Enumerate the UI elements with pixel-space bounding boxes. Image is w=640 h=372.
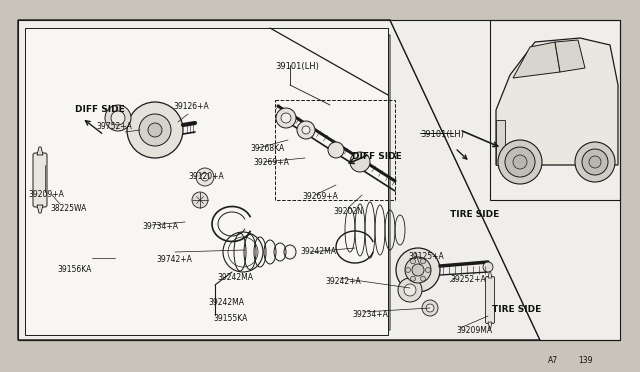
Circle shape: [483, 262, 493, 272]
Polygon shape: [37, 147, 43, 155]
Circle shape: [422, 300, 438, 316]
Circle shape: [148, 123, 162, 137]
Circle shape: [420, 276, 426, 281]
Polygon shape: [28, 35, 390, 330]
Polygon shape: [37, 205, 43, 213]
Circle shape: [589, 156, 601, 168]
Text: DIFF SIDE: DIFF SIDE: [352, 152, 402, 161]
Text: 39252+A: 39252+A: [450, 275, 486, 284]
Text: 39202N: 39202N: [333, 207, 363, 216]
Circle shape: [196, 168, 214, 186]
Circle shape: [498, 140, 542, 184]
Text: TIRE SIDE: TIRE SIDE: [492, 305, 541, 314]
Text: 39120+A: 39120+A: [188, 172, 224, 181]
Text: 139: 139: [578, 356, 593, 365]
Polygon shape: [390, 20, 620, 340]
Circle shape: [513, 155, 527, 169]
Circle shape: [328, 142, 344, 158]
Circle shape: [406, 267, 410, 273]
Circle shape: [412, 264, 424, 276]
Text: 39242+A: 39242+A: [325, 277, 361, 286]
Circle shape: [302, 126, 310, 134]
Polygon shape: [18, 20, 540, 340]
Text: 39268KA: 39268KA: [250, 144, 284, 153]
Circle shape: [404, 284, 416, 296]
Circle shape: [398, 278, 422, 302]
Text: A7: A7: [548, 356, 558, 365]
Circle shape: [410, 276, 415, 281]
Circle shape: [582, 149, 608, 175]
Circle shape: [276, 108, 296, 128]
Circle shape: [105, 105, 131, 131]
Text: 39242MA: 39242MA: [217, 273, 253, 282]
Text: 39752+A: 39752+A: [96, 122, 132, 131]
Circle shape: [575, 142, 615, 182]
Circle shape: [426, 304, 434, 312]
Circle shape: [281, 113, 291, 123]
Text: 39234+A: 39234+A: [352, 310, 388, 319]
Circle shape: [201, 173, 209, 181]
Polygon shape: [490, 20, 620, 200]
Polygon shape: [496, 120, 505, 165]
Text: 39242MA: 39242MA: [208, 298, 244, 307]
Circle shape: [420, 259, 426, 264]
Circle shape: [111, 111, 125, 125]
Circle shape: [410, 259, 415, 264]
Circle shape: [139, 114, 171, 146]
Text: 39269+A: 39269+A: [302, 192, 338, 201]
Polygon shape: [496, 38, 618, 165]
Circle shape: [350, 152, 370, 172]
Circle shape: [405, 257, 431, 283]
Polygon shape: [555, 40, 585, 72]
Polygon shape: [25, 28, 388, 335]
Circle shape: [505, 147, 535, 177]
Text: 38225WA: 38225WA: [50, 204, 86, 213]
Text: 39155KA: 39155KA: [213, 314, 248, 323]
Text: 39209+A: 39209+A: [28, 190, 64, 199]
FancyBboxPatch shape: [486, 276, 495, 324]
Circle shape: [127, 102, 183, 158]
FancyBboxPatch shape: [33, 153, 47, 207]
Text: 39101(LH): 39101(LH): [420, 130, 464, 139]
Circle shape: [297, 121, 315, 139]
Text: TIRE SIDE: TIRE SIDE: [450, 210, 499, 219]
Text: 39126+A: 39126+A: [173, 102, 209, 111]
Polygon shape: [488, 271, 492, 278]
Polygon shape: [488, 322, 492, 329]
Circle shape: [426, 267, 431, 273]
Text: DIFF SIDE: DIFF SIDE: [75, 105, 125, 114]
Polygon shape: [513, 42, 560, 78]
Text: 39209MA: 39209MA: [456, 326, 492, 335]
Text: 39125+A: 39125+A: [408, 252, 444, 261]
Text: 39742+A: 39742+A: [156, 255, 192, 264]
Text: 39156KA: 39156KA: [57, 265, 92, 274]
Circle shape: [192, 192, 208, 208]
Text: 39269+A: 39269+A: [253, 158, 289, 167]
Text: 39101(LH): 39101(LH): [275, 62, 319, 71]
Text: 39242MA: 39242MA: [300, 247, 336, 256]
Circle shape: [396, 248, 440, 292]
Text: 39734+A: 39734+A: [142, 222, 178, 231]
